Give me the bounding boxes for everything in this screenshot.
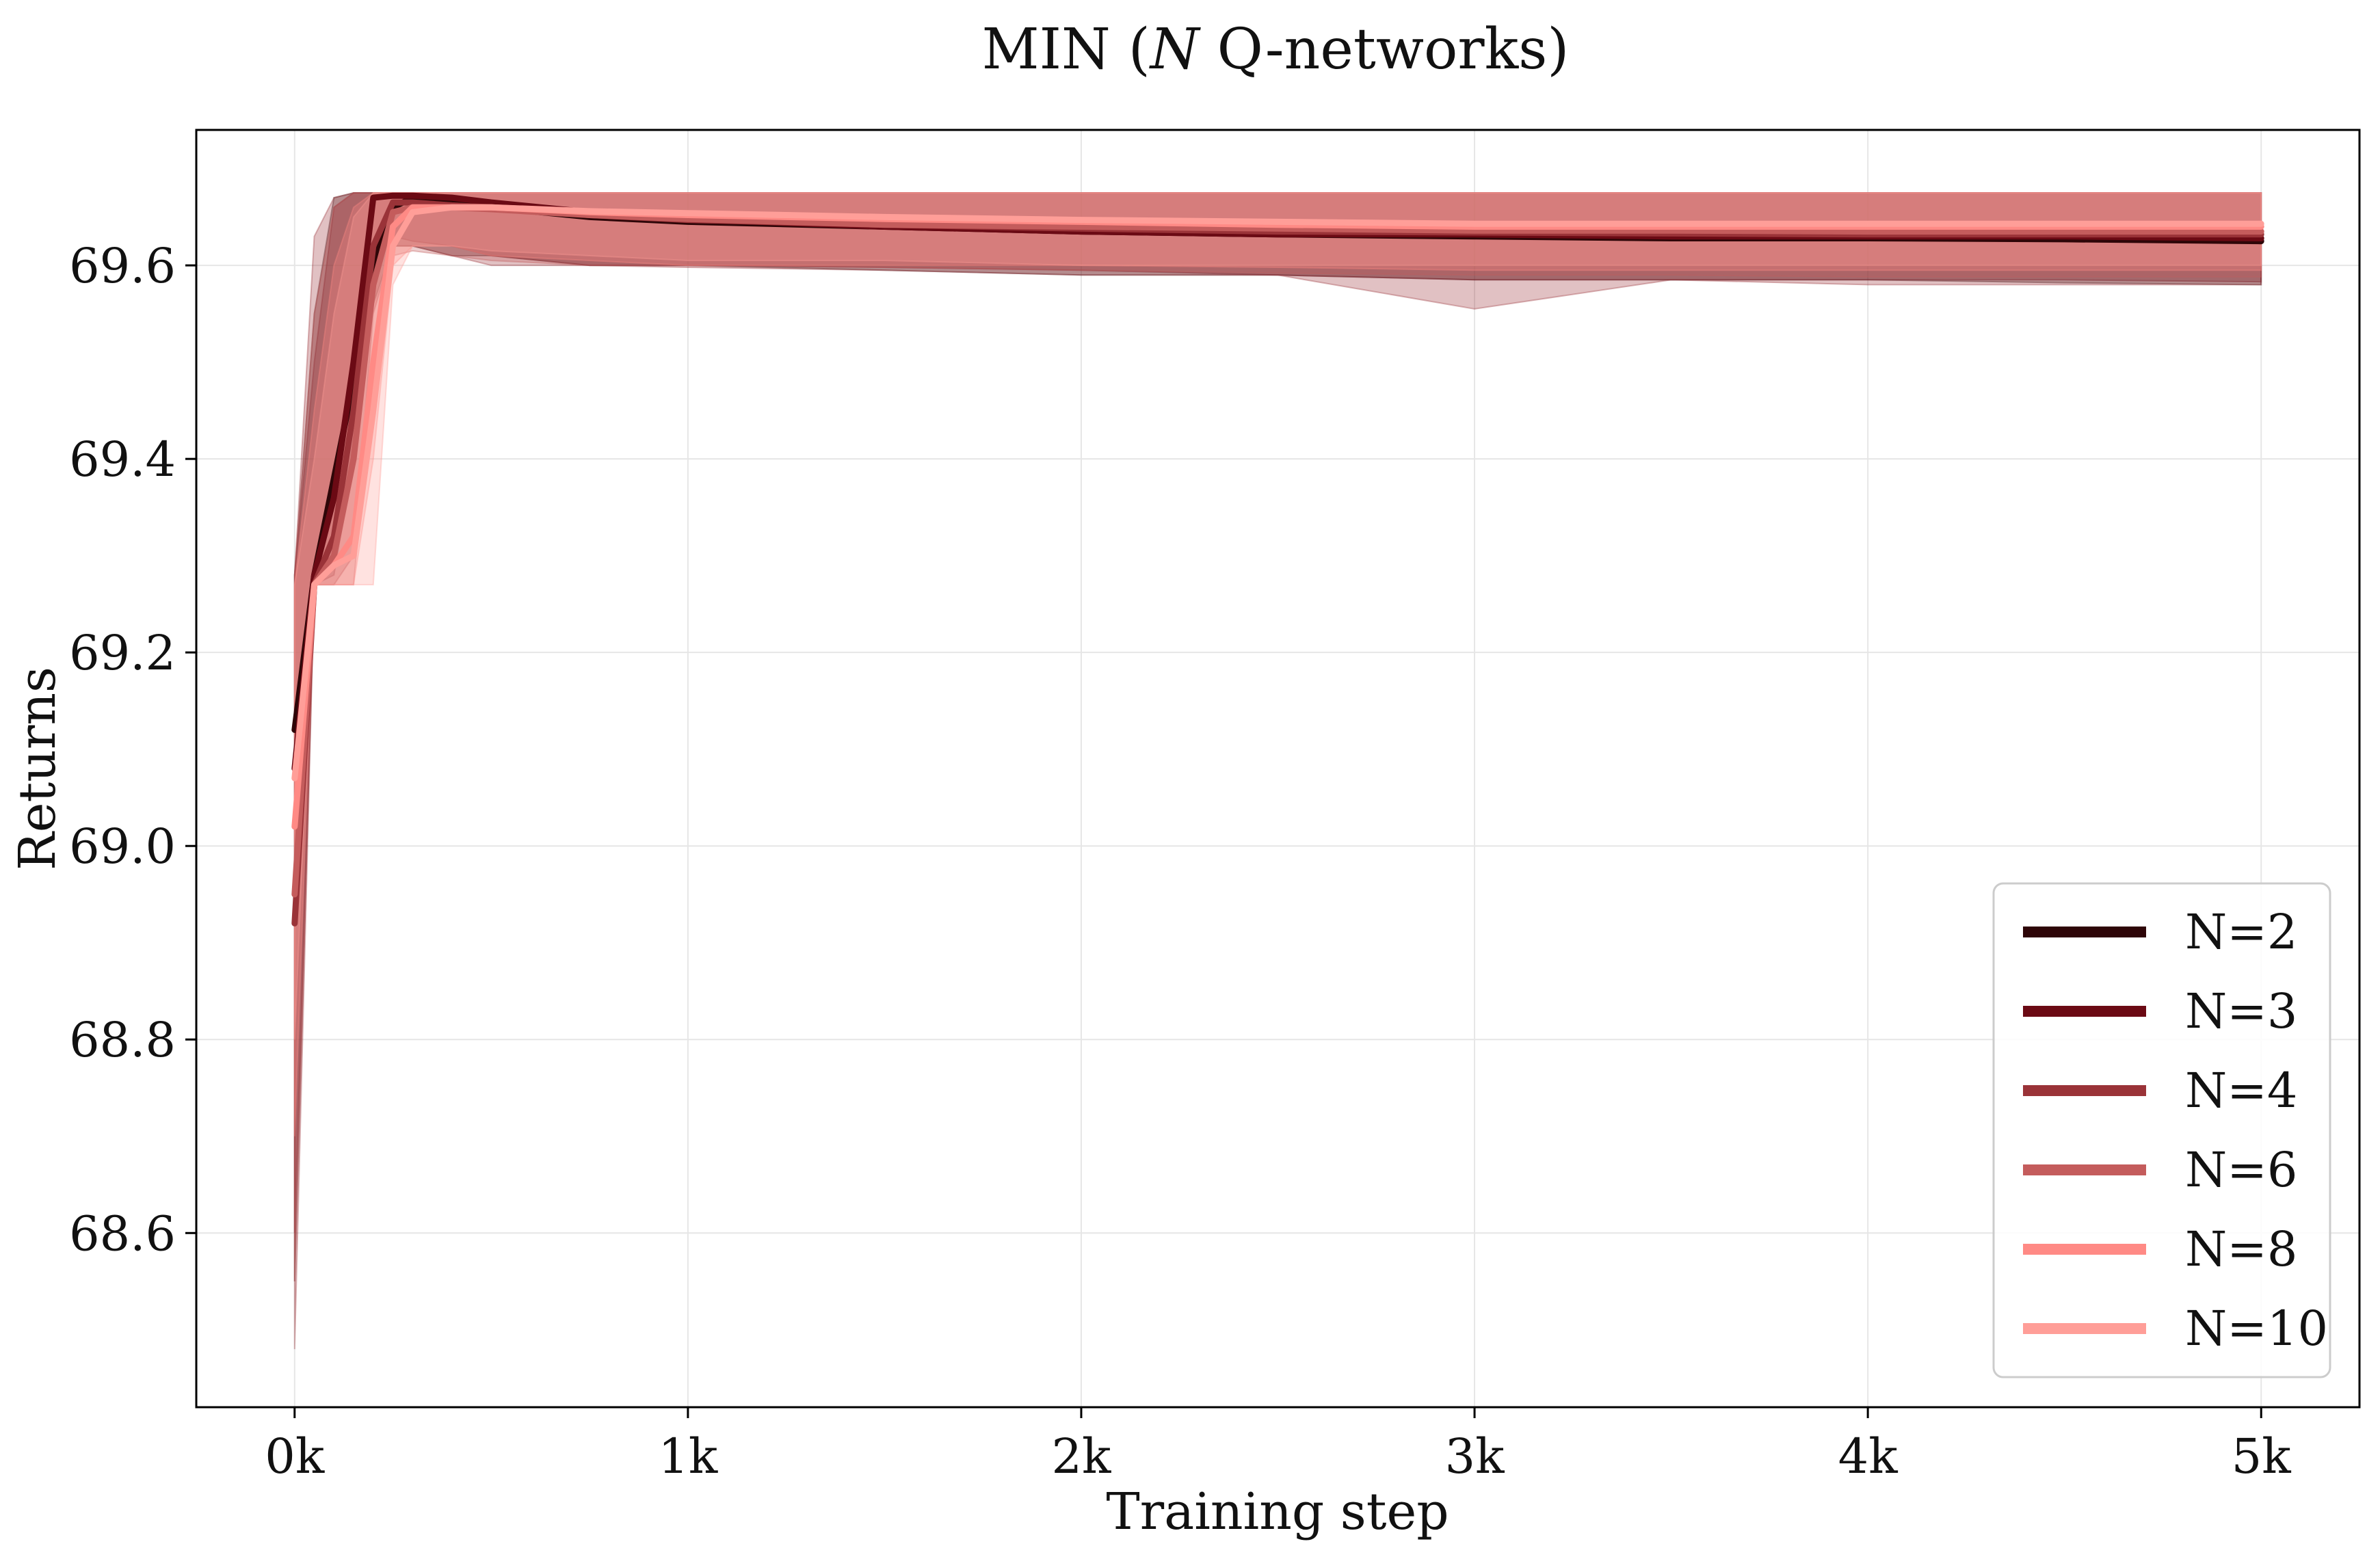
legend-label-n-4: N=4 — [2185, 1063, 2297, 1119]
y-tick-label-69.6: 69.6 — [69, 238, 176, 294]
y-tick-label-69.0: 69.0 — [69, 818, 176, 875]
grid — [196, 130, 2359, 1407]
y-tick-label-69.4: 69.4 — [69, 431, 176, 488]
x-tick-label-1k: 1k — [658, 1428, 718, 1484]
y-axis: 68.6 68.8 69.0 69.2 69.4 69.6 — [69, 238, 196, 1262]
y-tick-label-68.8: 68.8 — [69, 1012, 176, 1068]
y-axis-label: Returns — [8, 667, 67, 870]
band-n-2 — [293, 192, 2262, 1282]
legend: N=2 N=3 N=4 N=6 N=8 N=10 — [1992, 882, 2331, 1378]
band-n-10 — [293, 192, 2262, 1040]
legend-label-n-8: N=8 — [2185, 1221, 2297, 1277]
title-prefix: MIN ( — [982, 17, 1150, 82]
y-tick-label-69.2: 69.2 — [69, 625, 176, 681]
x-tick-label-4k: 4k — [1838, 1428, 1899, 1484]
x-tick-label-3k: 3k — [1445, 1428, 1505, 1484]
band-n-3 — [293, 192, 2262, 1234]
chart-title: MIN (N Q-networks) — [982, 17, 1570, 82]
line-n-4 — [291, 199, 2264, 927]
x-axis: 0k 1k 2k 3k 4k 5k — [265, 1407, 2291, 1484]
legend-label-n-10: N=10 — [2185, 1301, 2328, 1357]
band-n-6 — [293, 192, 2262, 1282]
band-n-8 — [293, 192, 2262, 1136]
line-n-6 — [291, 204, 2264, 898]
line-n-10 — [291, 204, 2264, 782]
series-lines — [291, 192, 2264, 927]
legend-label-n-6: N=6 — [2185, 1142, 2297, 1198]
x-tick-label-5k: 5k — [2232, 1428, 2292, 1484]
band-n-4 — [293, 192, 2262, 1350]
confidence-bands — [293, 192, 2262, 1350]
x-tick-label-2k: 2k — [1051, 1428, 1111, 1484]
line-n-8 — [291, 204, 2264, 830]
legend-label-n-3: N=3 — [2185, 983, 2297, 1039]
title-suffix: Q-networks) — [1200, 17, 1570, 82]
plot-frame — [195, 129, 2361, 1409]
legend-label-n-2: N=2 — [2185, 904, 2297, 960]
title-n-symbol: N — [1149, 17, 1202, 82]
x-axis-label: Training step — [1106, 1482, 1449, 1541]
x-tick-label-0k: 0k — [265, 1428, 325, 1484]
y-tick-label-68.6: 68.6 — [69, 1205, 176, 1262]
